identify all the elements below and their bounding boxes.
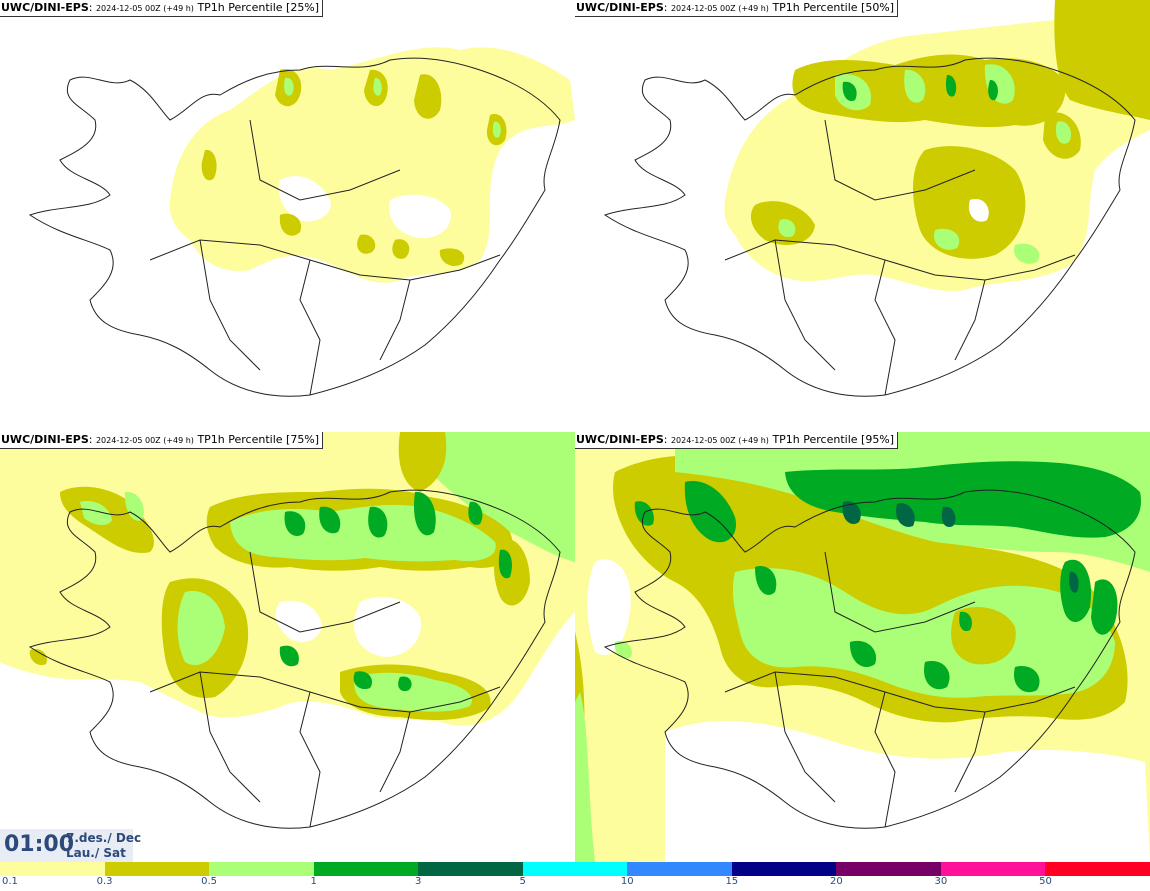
precip-field: [575, 432, 1150, 862]
legend-tick-label: 10: [620, 876, 634, 887]
panel-title: UWC/DINI-EPS: 2024-12-05 00Z (+49 h) TP1…: [575, 432, 899, 449]
iceland-coastline: [603, 489, 1136, 829]
legend-swatch: [940, 862, 1046, 876]
precip-map-p75: [0, 432, 575, 829]
legend-tick-label: 15: [725, 876, 739, 887]
run-time: 2024-12-05 00Z (+49 h): [95, 436, 194, 445]
valid-date: 7.des./ Dec: [66, 831, 142, 845]
legend-swatch: [418, 862, 523, 876]
precip-map-p95: [575, 432, 1150, 862]
map-panel-p25: UWC/DINI-EPS: 2024-12-05 00Z (+49 h) TP1…: [0, 0, 575, 432]
legend-tick-label: 1: [310, 876, 317, 887]
map-panel-p50: UWC/DINI-EPS: 2024-12-05 00Z (+49 h) TP1…: [575, 0, 1150, 432]
precip-field: [0, 432, 575, 726]
map-panel-p75: UWC/DINI-EPS: 2024-12-05 00Z (+49 h) TP1…: [0, 432, 575, 864]
color-legend: 0.1 0.3 0.5 1 3 5 10 15 20 30 50: [0, 862, 1150, 891]
panel-title: UWC/DINI-EPS: 2024-12-05 00Z (+49 h) TP1…: [0, 432, 324, 449]
legend-bar: [0, 862, 1150, 876]
panel-title: UWC/DINI-EPS: 2024-12-05 00Z (+49 h) TP1…: [0, 0, 324, 17]
legend-tick-label: 5: [519, 876, 526, 887]
legend-swatch: [731, 862, 837, 876]
model-name: UWC/DINI-EPS: [1, 433, 89, 446]
valid-weekday: Lau./ Sat: [66, 846, 126, 860]
model-name: UWC/DINI-EPS: [1, 1, 89, 14]
legend-tick-label: 0.5: [201, 876, 218, 887]
product-label: TP1h Percentile [75%]: [197, 433, 320, 446]
legend-swatch: [313, 862, 419, 876]
legend-swatch: [104, 862, 210, 876]
legend-swatch: [627, 862, 732, 876]
product-label: TP1h Percentile [50%]: [772, 1, 895, 14]
precip-field: [169, 47, 575, 283]
legend-tick-label: 20: [829, 876, 843, 887]
run-time: 2024-12-05 00Z (+49 h): [670, 436, 769, 445]
map-panel-p95: UWC/DINI-EPS: 2024-12-05 00Z (+49 h) TP1…: [575, 432, 1150, 864]
legend-swatch: [1045, 862, 1150, 876]
model-name: UWC/DINI-EPS: [576, 1, 664, 14]
precip-field: [724, 0, 1150, 292]
iceland-coastline: [28, 57, 561, 397]
legend-swatch: [209, 862, 314, 876]
run-time: 2024-12-05 00Z (+49 h): [95, 4, 194, 13]
model-name: UWC/DINI-EPS: [576, 433, 664, 446]
legend-tick-label: 30: [934, 876, 948, 887]
panel-title: UWC/DINI-EPS: 2024-12-05 00Z (+49 h) TP1…: [575, 0, 899, 17]
legend-tick-label: 3: [414, 876, 422, 887]
iceland-coastline: [28, 489, 561, 829]
run-time: 2024-12-05 00Z (+49 h): [670, 4, 769, 13]
iceland-coastline: [603, 57, 1136, 397]
legend-tick-label: 50: [1039, 876, 1052, 887]
product-label: TP1h Percentile [25%]: [197, 1, 320, 14]
product-label: TP1h Percentile [95%]: [772, 433, 895, 446]
legend-tick-label: 0.3: [96, 876, 113, 887]
valid-time-box: 01:00 7.des./ Dec Lau./ Sat: [0, 829, 141, 862]
legend-swatch: [522, 862, 628, 876]
valid-time-clock: 01:00: [4, 832, 75, 857]
legend-tick-label: 0.1: [2, 876, 18, 887]
legend-swatch: [0, 862, 105, 876]
precip-map-p25: [28, 47, 575, 397]
legend-swatch: [836, 862, 941, 876]
precip-map-p50: [603, 0, 1150, 397]
